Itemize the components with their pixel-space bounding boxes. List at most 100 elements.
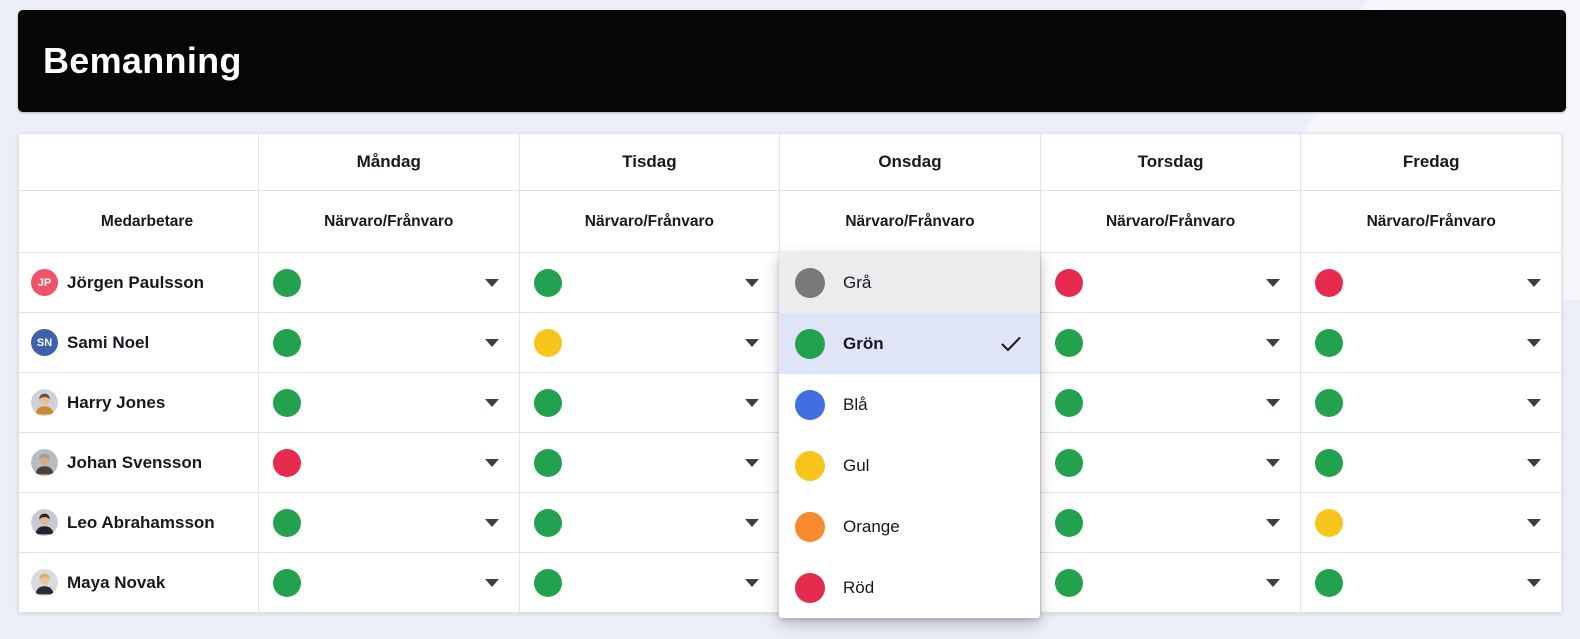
status-select-thursday[interactable] xyxy=(1039,432,1302,493)
checkmark-icon xyxy=(1000,335,1022,353)
status-dot-green xyxy=(273,328,301,357)
sub-header-row: Medarbetare Närvaro/Frånvaro Närvaro/Från… xyxy=(18,190,1562,253)
dropdown-option-gul[interactable]: Gul xyxy=(779,435,1040,496)
dropdown-option-label: Röd xyxy=(843,577,875,597)
dropdown-option-gra[interactable]: Grå xyxy=(779,252,1040,313)
dropdown-arrow-icon xyxy=(1527,518,1541,527)
employee-cell: SN Sami Noel xyxy=(18,312,259,373)
app-header: Bemanning xyxy=(18,10,1566,112)
employee-cell-content: Maya Novak xyxy=(19,553,258,612)
status-dot-green xyxy=(1054,388,1083,417)
employee-name: Johan Svensson xyxy=(67,452,203,472)
dropdown-option-orange[interactable]: Orange xyxy=(779,496,1040,557)
status-select-content xyxy=(259,433,519,492)
status-select-tuesday[interactable] xyxy=(518,312,781,373)
subheader-thursday: Närvaro/Frånvaro xyxy=(1039,190,1302,253)
status-select-content xyxy=(520,493,780,552)
status-select-monday[interactable] xyxy=(258,552,520,613)
employee-cell: Maya Novak xyxy=(18,552,259,613)
status-select-thursday[interactable] xyxy=(1039,492,1302,553)
status-dot-blue xyxy=(795,389,825,420)
status-select-content xyxy=(259,373,519,432)
status-select-friday[interactable] xyxy=(1300,312,1562,373)
subheader-monday: Närvaro/Frånvaro xyxy=(258,190,520,253)
status-dot-red xyxy=(1054,268,1083,297)
status-select-friday[interactable] xyxy=(1300,552,1562,613)
status-select-content xyxy=(520,373,780,432)
employee-name: Jörgen Paulsson xyxy=(67,272,204,292)
status-select-content xyxy=(1041,553,1301,612)
status-select-monday[interactable] xyxy=(258,312,520,373)
status-select-friday[interactable] xyxy=(1300,432,1562,493)
dropdown-arrow-icon xyxy=(1266,458,1281,467)
status-select-content xyxy=(1301,493,1561,552)
dropdown-arrow-icon xyxy=(1527,398,1541,407)
avatar-initials: JP xyxy=(37,276,52,289)
status-select-friday[interactable] xyxy=(1300,372,1562,433)
day-header-monday: Måndag xyxy=(258,133,520,191)
status-select-friday[interactable] xyxy=(1300,492,1562,553)
status-select-thursday[interactable] xyxy=(1039,552,1302,613)
status-dot-green xyxy=(533,448,562,477)
status-dropdown-menu: Grå Grön Blå Gul Orange Röd xyxy=(779,252,1040,618)
status-dot-green xyxy=(795,328,825,359)
status-dot-green xyxy=(533,268,562,297)
status-dot-green xyxy=(533,388,562,417)
day-header-tuesday: Tisdag xyxy=(518,133,781,191)
dropdown-arrow-icon xyxy=(1266,518,1281,527)
dropdown-option-label: Gul xyxy=(843,455,870,475)
status-select-tuesday[interactable] xyxy=(518,432,781,493)
day-header-thursday: Torsdag xyxy=(1039,133,1302,191)
dropdown-arrow-icon xyxy=(1527,338,1541,347)
dropdown-arrow-icon xyxy=(1527,278,1541,287)
status-dot-green xyxy=(1054,328,1083,357)
status-dot-yellow xyxy=(1315,508,1344,537)
status-select-content xyxy=(259,553,519,612)
status-dot-green xyxy=(273,508,301,537)
status-dot-green xyxy=(1315,388,1344,417)
status-dot-green xyxy=(273,268,301,297)
dropdown-arrow-icon xyxy=(1266,278,1281,287)
status-select-thursday[interactable] xyxy=(1039,252,1302,313)
dropdown-option-rod[interactable]: Röd xyxy=(779,557,1040,618)
status-dot-green xyxy=(533,568,562,597)
status-dot-green xyxy=(1054,448,1083,477)
employee-name: Leo Abrahamsson xyxy=(67,512,215,532)
dropdown-arrow-icon xyxy=(1527,458,1541,467)
status-select-monday[interactable] xyxy=(258,252,520,313)
status-select-monday[interactable] xyxy=(258,432,520,493)
employee-cell: Leo Abrahamsson xyxy=(18,492,259,553)
avatar: SN xyxy=(31,329,58,356)
status-select-tuesday[interactable] xyxy=(518,372,781,433)
status-select-friday[interactable] xyxy=(1300,252,1562,313)
status-select-content xyxy=(1041,433,1301,492)
subheader-tuesday: Närvaro/Frånvaro xyxy=(518,190,781,253)
status-select-thursday[interactable] xyxy=(1039,312,1302,373)
dropdown-arrow-icon xyxy=(745,458,760,467)
status-select-content xyxy=(1301,313,1561,372)
status-select-content xyxy=(1301,373,1561,432)
employee-cell: Harry Jones xyxy=(18,372,259,433)
dropdown-arrow-icon xyxy=(484,578,499,587)
dropdown-arrow-icon xyxy=(745,518,760,527)
status-select-tuesday[interactable] xyxy=(518,492,781,553)
status-select-content xyxy=(1041,373,1301,432)
status-select-tuesday[interactable] xyxy=(518,552,781,613)
status-select-monday[interactable] xyxy=(258,372,520,433)
dropdown-option-bla[interactable]: Blå xyxy=(779,374,1040,435)
status-select-tuesday[interactable] xyxy=(518,252,781,313)
status-select-content xyxy=(1041,313,1301,372)
status-select-content xyxy=(520,433,780,492)
status-dot-green xyxy=(273,568,301,597)
avatar xyxy=(31,449,58,476)
dropdown-option-gron[interactable]: Grön xyxy=(779,313,1040,374)
status-select-thursday[interactable] xyxy=(1039,372,1302,433)
avatar-initials: SN xyxy=(36,336,53,349)
status-dot-green xyxy=(1054,508,1083,537)
status-select-monday[interactable] xyxy=(258,492,520,553)
status-dot-red xyxy=(273,448,301,477)
day-header-friday: Fredag xyxy=(1300,133,1562,191)
employee-cell: Johan Svensson xyxy=(18,432,259,493)
employee-name: Sami Noel xyxy=(67,332,150,352)
employee-column-header: Medarbetare xyxy=(18,190,259,253)
